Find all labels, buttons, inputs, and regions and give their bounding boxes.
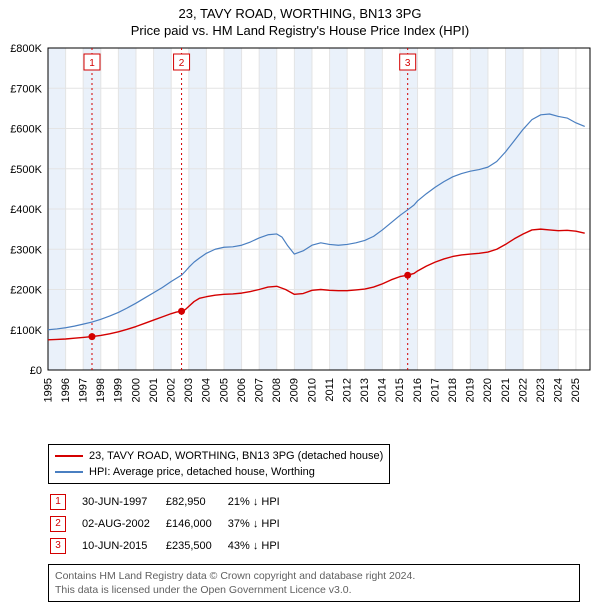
sale-date: 02-AUG-2002 — [82, 514, 164, 534]
legend-row: 23, TAVY ROAD, WORTHING, BN13 3PG (detac… — [55, 448, 383, 464]
chart-legend: 23, TAVY ROAD, WORTHING, BN13 3PG (detac… — [48, 444, 390, 484]
svg-text:2: 2 — [179, 58, 185, 69]
svg-text:2018: 2018 — [447, 378, 459, 402]
legend-swatch — [55, 471, 83, 473]
svg-text:2004: 2004 — [201, 378, 213, 402]
svg-text:1995: 1995 — [42, 378, 54, 402]
svg-text:2021: 2021 — [500, 378, 512, 402]
legend-label: 23, TAVY ROAD, WORTHING, BN13 3PG (detac… — [89, 448, 383, 464]
svg-text:2001: 2001 — [148, 378, 160, 402]
svg-text:2013: 2013 — [359, 378, 371, 402]
svg-text:2019: 2019 — [465, 378, 477, 402]
svg-text:£800K: £800K — [10, 43, 42, 55]
svg-text:£600K: £600K — [10, 124, 42, 136]
sale-price: £235,500 — [166, 536, 226, 556]
sale-marker-badge: 2 — [50, 516, 66, 532]
svg-text:2008: 2008 — [271, 378, 283, 402]
sale-price: £146,000 — [166, 514, 226, 534]
chart-area: £0 £100K £200K £300K £400K £500K £600K £700K £80… — [0, 40, 600, 440]
svg-text:2003: 2003 — [183, 378, 195, 402]
legend-row: HPI: Average price, detached house, Wort… — [55, 464, 383, 480]
sale-date: 10-JUN-2015 — [82, 536, 164, 556]
title-line-1: 23, TAVY ROAD, WORTHING, BN13 3PG — [0, 6, 600, 21]
svg-text:2011: 2011 — [324, 378, 336, 402]
sale-row: 3 10-JUN-2015£235,50043% ↓ HPI — [50, 536, 294, 556]
chart-container: 23, TAVY ROAD, WORTHING, BN13 3PG Price … — [0, 0, 600, 602]
svg-text:2012: 2012 — [341, 378, 353, 402]
svg-text:1: 1 — [89, 58, 95, 69]
svg-text:£200K: £200K — [10, 285, 42, 297]
title-block: 23, TAVY ROAD, WORTHING, BN13 3PG Price … — [0, 0, 600, 40]
svg-text:2014: 2014 — [377, 378, 389, 402]
svg-text:2023: 2023 — [535, 378, 547, 402]
svg-text:2000: 2000 — [130, 378, 142, 402]
svg-text:3: 3 — [405, 58, 411, 69]
svg-text:2009: 2009 — [289, 378, 301, 402]
svg-text:2016: 2016 — [412, 378, 424, 402]
svg-text:2024: 2024 — [553, 378, 565, 402]
attribution-footer: Contains HM Land Registry data © Crown c… — [48, 564, 580, 602]
sale-marker-badge: 1 — [50, 494, 66, 510]
svg-text:2022: 2022 — [517, 378, 529, 402]
svg-text:2002: 2002 — [165, 378, 177, 402]
sale-markers-table: 1 30-JUN-1997£82,95021% ↓ HPI 2 02-AUG-2002… — [48, 490, 296, 558]
sale-delta: 21% ↓ HPI — [228, 492, 294, 512]
svg-text:2006: 2006 — [236, 378, 248, 402]
svg-text:£300K: £300K — [10, 244, 42, 256]
svg-text:2005: 2005 — [218, 378, 230, 402]
sale-delta: 43% ↓ HPI — [228, 536, 294, 556]
sale-row: 1 30-JUN-1997£82,95021% ↓ HPI — [50, 492, 294, 512]
svg-text:2020: 2020 — [482, 378, 494, 402]
svg-text:1999: 1999 — [113, 378, 125, 402]
sale-date: 30-JUN-1997 — [82, 492, 164, 512]
svg-text:1997: 1997 — [77, 378, 89, 402]
svg-text:1998: 1998 — [95, 378, 107, 402]
svg-text:£100K: £100K — [10, 325, 42, 337]
svg-text:£0: £0 — [30, 365, 42, 377]
sale-price: £82,950 — [166, 492, 226, 512]
svg-text:1996: 1996 — [60, 378, 72, 402]
svg-text:2010: 2010 — [306, 378, 318, 402]
sale-delta: 37% ↓ HPI — [228, 514, 294, 534]
legend-swatch — [55, 455, 83, 457]
line-chart-svg: £0 £100K £200K £300K £400K £500K £600K £700K £80… — [0, 40, 600, 440]
footer-line-1: Contains HM Land Registry data © Crown c… — [55, 569, 573, 583]
svg-text:2017: 2017 — [429, 378, 441, 402]
svg-text:2015: 2015 — [394, 378, 406, 402]
svg-text:2007: 2007 — [253, 378, 265, 402]
sale-marker-badge: 3 — [50, 538, 66, 554]
svg-text:£400K: £400K — [10, 204, 42, 216]
svg-text:£500K: £500K — [10, 164, 42, 176]
legend-label: HPI: Average price, detached house, Wort… — [89, 464, 315, 480]
title-line-2: Price paid vs. HM Land Registry's House … — [0, 23, 600, 38]
svg-text:£700K: £700K — [10, 83, 42, 95]
sale-row: 2 02-AUG-2002£146,00037% ↓ HPI — [50, 514, 294, 534]
svg-text:2025: 2025 — [570, 378, 582, 402]
footer-line-2: This data is licensed under the Open Gov… — [55, 583, 573, 597]
